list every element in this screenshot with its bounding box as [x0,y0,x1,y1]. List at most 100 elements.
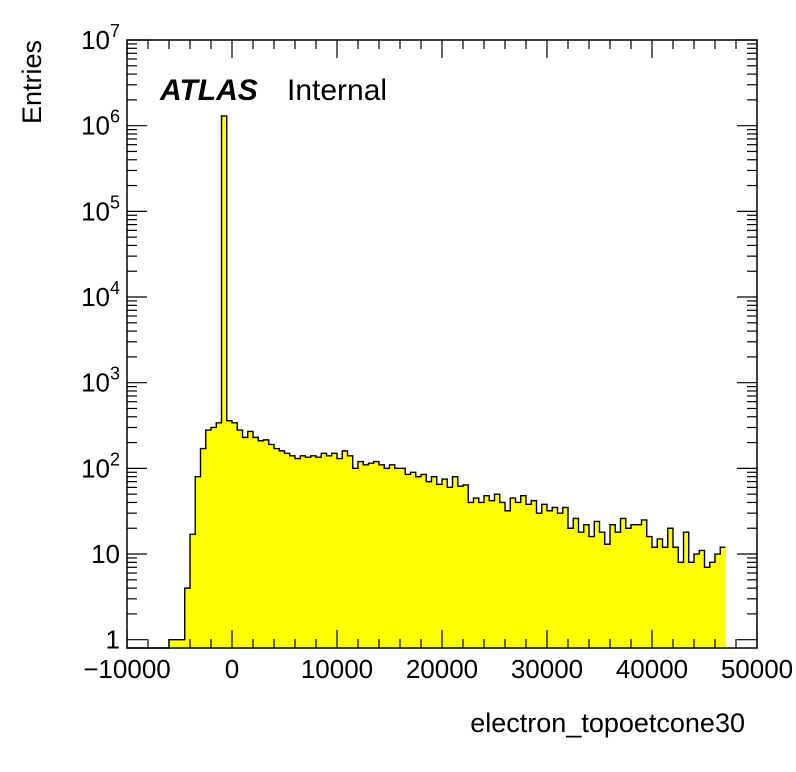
histogram-bin [436,484,443,648]
histogram-bin [316,457,322,648]
histogram-bin [169,639,175,648]
y-tick-label: 106 [81,107,120,141]
histogram-bin [526,504,532,648]
histogram-bin [342,450,348,648]
histogram-bin [520,495,527,648]
histogram-bin [179,639,186,648]
histogram-bin [699,550,705,648]
histogram-bin [683,532,690,648]
histogram-bin [452,476,459,648]
histogram-bin [652,547,658,648]
histogram-bin [205,430,212,648]
histogram-bin [279,450,285,648]
y-tick-label: 10 [91,539,120,569]
histogram-bin [394,468,401,648]
x-axis-title: electron_topoetcone30 [470,708,745,738]
histogram-bin [221,115,228,648]
histogram-bin [389,464,396,648]
y-tick-label: 105 [81,192,120,226]
histogram-bin [337,458,343,648]
histogram-bin [321,453,327,648]
histogram-bin [673,547,679,648]
histogram-bin [237,430,243,648]
histogram-bin [300,455,306,648]
histogram-bin [426,481,432,648]
histogram-bin [431,476,438,648]
histogram-outline [127,115,726,649]
x-tick-labels: −10000 0 10000 20000 30000 40000 50000 [83,654,793,684]
histogram-bin [415,476,422,648]
x-tick-label: 50000 [721,654,793,684]
histogram-bin [557,513,564,648]
y-tick-label: 1 [106,625,120,655]
histogram-bin [274,448,280,648]
y-tick-label: 107 [81,21,120,55]
histogram-bin [347,455,354,648]
histogram-bin [326,455,333,648]
histogram-bin [615,532,621,648]
x-tick-label: 30000 [511,654,583,684]
histogram-bin [562,507,569,648]
histogram-bin [295,458,301,648]
histogram-bin [478,502,485,648]
histogram-bin [547,510,553,648]
histogram-bin [226,420,233,648]
histogram-bin [489,500,495,648]
histogram-bin [646,536,653,648]
histogram-bin [373,461,380,648]
histogram-bin [510,498,516,648]
histogram-bin [358,461,364,648]
histogram-bin [536,513,543,648]
histogram-bin [688,562,695,648]
histogram-bin [589,536,595,648]
histogram-bin [636,524,642,648]
histogram-bin [289,455,296,648]
histogram-bin [405,474,411,648]
x-tick-label: 40000 [616,654,688,684]
histogram-bin [253,437,259,648]
histogram-bin [468,502,474,648]
histogram-bin [620,518,627,648]
histogram-bin [631,524,637,648]
histogram-bin [625,528,632,648]
histogram-bin [190,534,196,648]
histogram-bin [331,453,338,648]
histogram-bin [499,502,506,648]
histogram-bin [242,437,249,648]
internal-label: Internal [287,74,387,107]
y-tick-labels: 1 10 102 103 104 105 106 107 [81,21,120,655]
histogram-bin [258,440,264,648]
histogram-bin [463,484,469,648]
histogram-bin [715,554,721,648]
histogram-bin [720,547,726,648]
histogram-bin [494,494,501,648]
histogram-bin [195,476,201,648]
histogram-bin [610,524,616,648]
histogram-bin [541,504,548,648]
histogram-bin [200,448,207,648]
histogram-bin [284,453,291,648]
histogram-bin [594,521,600,648]
histogram-bin [473,498,480,648]
histogram-bin [662,547,669,648]
histogram-bin [232,422,238,648]
histogram-bin [704,567,711,648]
histogram-bin [352,468,359,648]
histogram-bin [657,538,663,648]
y-axis-title: Entries [17,40,47,124]
histogram-bin [310,455,317,648]
y-tick-label: 104 [81,278,120,312]
histogram-bin [583,524,590,648]
histogram-bin [379,464,385,648]
histogram-bin [216,422,222,648]
histogram-bin [641,519,648,648]
y-tick-label: 103 [81,364,120,398]
histogram-bin [678,562,684,648]
histogram-bars [127,115,726,649]
histogram-bin [604,544,611,648]
histogram-bin [363,464,369,648]
histogram-bin [263,439,270,648]
axis-ticks [126,39,758,648]
histogram-bin [442,479,448,648]
